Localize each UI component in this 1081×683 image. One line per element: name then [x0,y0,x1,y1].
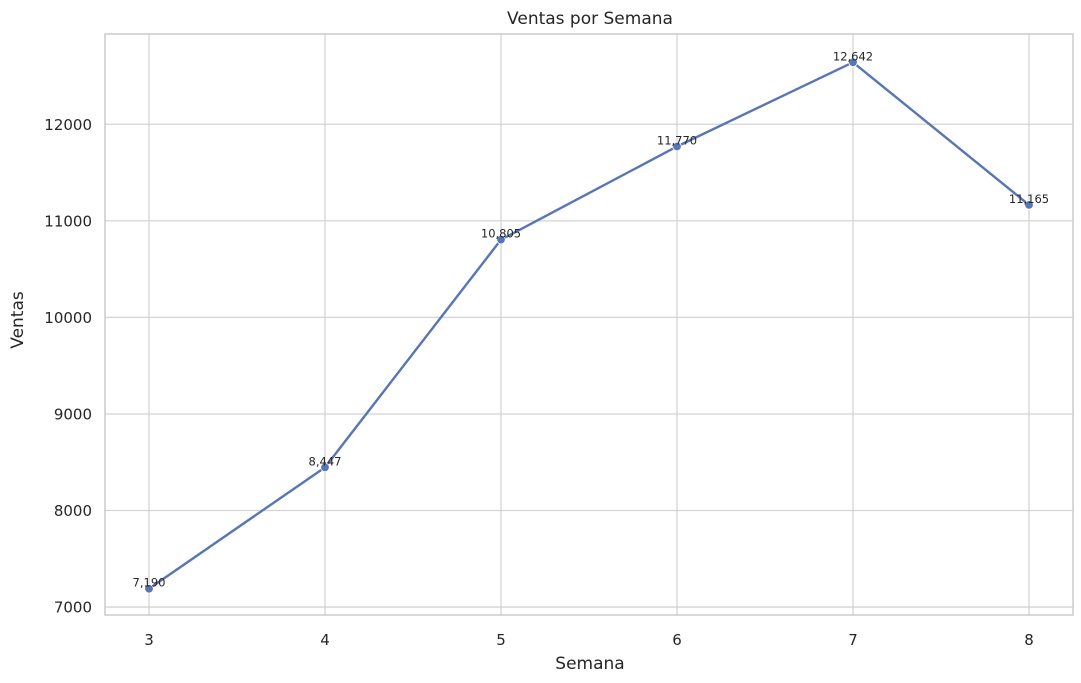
data-label: 10,805 [481,227,521,241]
x-tick-label: 8 [1024,631,1034,649]
series-line [147,61,1031,590]
y-axis-label: Ventas [8,291,28,349]
y-tick-label: 10000 [44,309,92,327]
data-labels: 7,190 8,447 10,805 11,770 12,642 11,165 [133,49,1050,589]
data-label: 7,190 [133,576,166,590]
plot-frame [104,33,1074,616]
y-tick-label: 8000 [54,502,92,520]
y-tick-label: 12000 [44,116,92,134]
data-point [672,141,682,152]
x-axis-ticks: 3 4 5 6 7 8 [144,631,1034,649]
chart-title: Ventas por Semana [507,9,673,29]
x-tick-label: 4 [320,631,330,649]
data-points [144,57,1034,594]
data-label: 12,642 [833,49,873,63]
data-point [144,584,154,594]
x-tick-label: 7 [848,631,858,649]
data-point [1024,200,1034,210]
data-label: 11,770 [657,133,697,147]
data-label: 8,447 [309,454,342,468]
data-point [496,234,506,245]
y-tick-label: 9000 [54,405,92,423]
y-tick-label: 11000 [44,212,92,230]
data-label: 11,165 [1009,192,1049,206]
x-tick-label: 5 [496,631,506,649]
series-lines [147,61,1031,590]
y-tick-label: 7000 [54,599,92,617]
x-tick-label: 3 [144,631,154,649]
y-axis-ticks: 7000 8000 9000 10000 11000 12000 [44,116,92,617]
x-tick-label: 6 [672,631,682,649]
data-point [320,462,330,473]
grid-lines [105,34,1073,615]
data-point [848,57,858,67]
x-axis-label: Semana [555,654,624,674]
